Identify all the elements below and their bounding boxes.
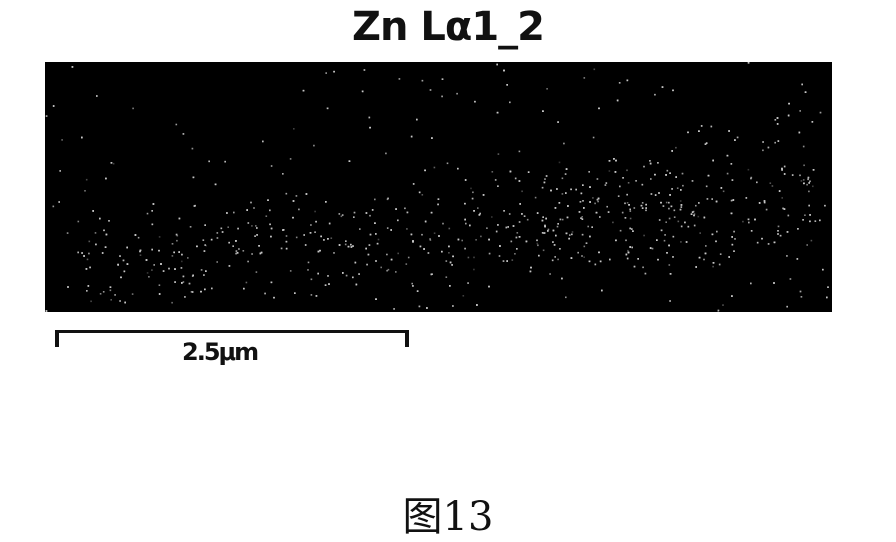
scale-bar-right-tick <box>405 330 409 347</box>
map-title: Zn Lα1_2 <box>351 4 545 50</box>
zn-signal-dots <box>45 62 829 312</box>
scale-bar-line <box>55 330 407 333</box>
elemental-map-image <box>45 62 832 312</box>
scale-bar-left-tick <box>55 330 59 347</box>
figure-caption: 图13 <box>402 494 494 540</box>
scale-bar <box>55 330 411 350</box>
scale-bar-label: 2.5μm <box>182 338 259 366</box>
